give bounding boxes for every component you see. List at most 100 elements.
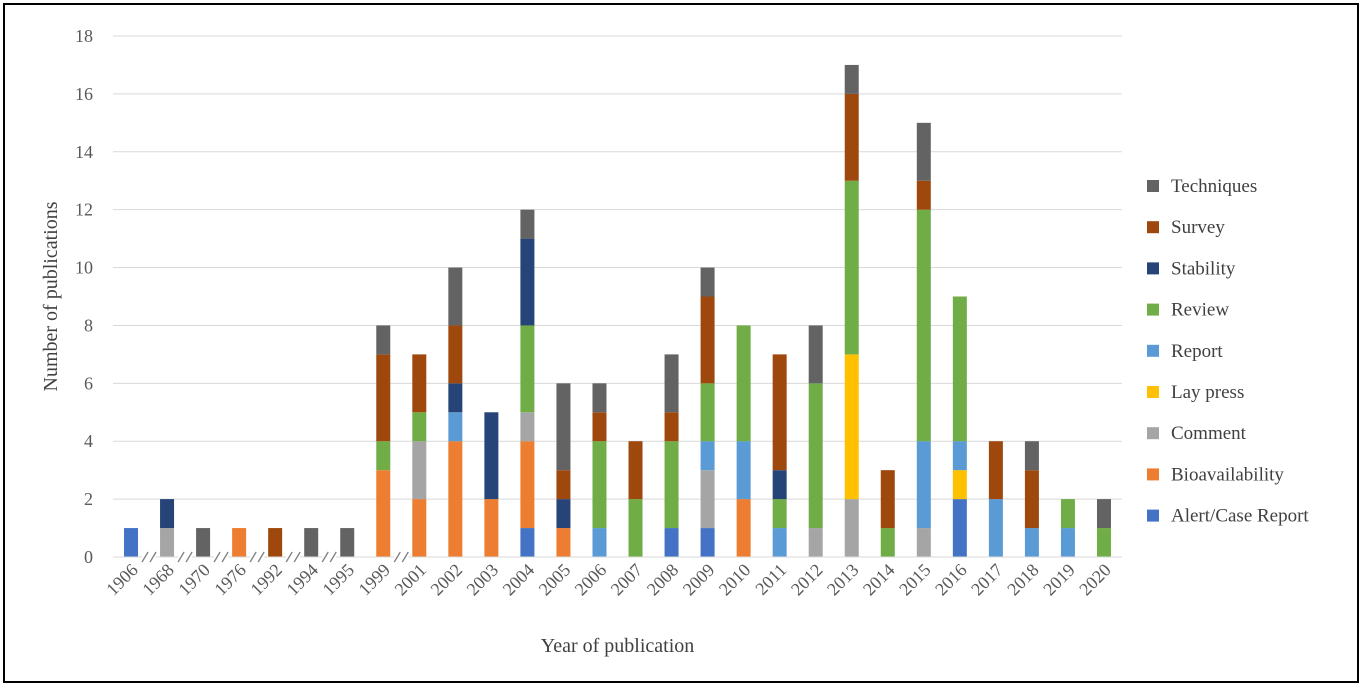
legend-item: Comment xyxy=(1147,423,1247,444)
legend-item: Stability xyxy=(1147,258,1236,279)
legend-label: Stability xyxy=(1171,258,1236,279)
x-tick-label: 1992 xyxy=(246,560,286,600)
legend-label: Lay press xyxy=(1171,382,1244,403)
bar-segment xyxy=(448,325,463,384)
bar-segment xyxy=(916,122,931,181)
bar-segment xyxy=(772,354,787,471)
axis-break-mark xyxy=(177,551,193,563)
x-tick-label: 2007 xyxy=(607,560,647,600)
legend-label: Review xyxy=(1171,300,1229,321)
bar-segment xyxy=(844,64,859,94)
bar-segment xyxy=(412,412,427,442)
bar-segment xyxy=(736,325,751,442)
legend: Techniques Survey Stability Review Report Lay… xyxy=(1147,176,1309,527)
legend-item: Lay press xyxy=(1147,382,1244,403)
bar-segment xyxy=(412,354,427,413)
x-tick-label: 2010 xyxy=(715,560,755,600)
bar-segment xyxy=(448,267,463,326)
legend-item: Report xyxy=(1147,341,1223,362)
bar-segment xyxy=(700,470,715,529)
bar-segment xyxy=(160,499,175,529)
bar-segment xyxy=(772,528,787,557)
bar-segment xyxy=(592,441,607,529)
bar-segment xyxy=(736,441,751,500)
bar-segment xyxy=(1060,499,1075,529)
x-tick-label: 1999 xyxy=(354,560,394,600)
bar-segment xyxy=(664,412,679,442)
legend-swatch xyxy=(1147,344,1159,357)
bar-segment xyxy=(196,528,211,557)
bar-segment xyxy=(844,180,859,355)
x-tick-label: 1976 xyxy=(210,560,250,600)
legend-label: Report xyxy=(1171,341,1223,362)
bar-segment xyxy=(592,528,607,557)
bar-segment xyxy=(880,528,895,557)
bar-segment xyxy=(556,383,571,471)
bar-segment xyxy=(520,209,535,239)
bar-segment xyxy=(556,470,571,500)
bar-segment xyxy=(376,470,391,557)
bar-segment xyxy=(412,441,427,500)
legend-swatch xyxy=(1147,468,1159,481)
legend-swatch xyxy=(1147,303,1159,316)
legend-swatch xyxy=(1147,262,1159,275)
bar-segment xyxy=(484,412,499,500)
bar-segment xyxy=(808,325,823,384)
bar-segment xyxy=(1024,528,1039,557)
bar-segment xyxy=(628,441,643,500)
legend-swatch xyxy=(1147,427,1159,440)
y-tick-label: 18 xyxy=(75,26,93,46)
axis-break-mark xyxy=(285,551,301,563)
bar-segment xyxy=(916,528,931,557)
bar-segment xyxy=(664,528,679,557)
axis-break-mark xyxy=(141,551,157,563)
legend-item: Bioavailability xyxy=(1147,464,1284,485)
y-tick-label: 2 xyxy=(84,489,93,509)
bar-segment xyxy=(1096,499,1111,529)
bar-segment xyxy=(1096,528,1111,557)
bar-segment xyxy=(700,528,715,557)
legend-item: Review xyxy=(1147,300,1229,321)
bar-segment xyxy=(844,93,859,181)
bar-segment xyxy=(268,528,283,557)
bar-segment xyxy=(448,412,463,442)
y-tick-label: 14 xyxy=(75,142,93,162)
axis-break-mark xyxy=(393,551,409,563)
x-tick-label: 2016 xyxy=(931,560,971,600)
bar-segment xyxy=(1024,470,1039,529)
bar-segment xyxy=(556,499,571,529)
x-tick-label: 2009 xyxy=(679,560,719,600)
x-tick-label: 2020 xyxy=(1075,560,1115,600)
bar-segment xyxy=(556,528,571,557)
bar-segment xyxy=(916,209,931,442)
x-tick-label: 2011 xyxy=(751,560,790,599)
bar-segment xyxy=(124,528,139,557)
bar-segment xyxy=(952,470,967,500)
bar-segment xyxy=(160,528,175,557)
x-tick-label: 2002 xyxy=(427,560,467,600)
y-tick-label: 6 xyxy=(84,373,93,393)
y-tick-label: 0 xyxy=(84,547,93,567)
bar-segment xyxy=(664,441,679,529)
legend-label: Survey xyxy=(1171,217,1225,238)
x-tick-label: 2013 xyxy=(823,560,863,600)
x-tick-label: 1968 xyxy=(138,560,178,600)
legend-label: Alert/Case Report xyxy=(1171,506,1309,527)
x-tick-label: 2015 xyxy=(895,560,935,600)
bar-segment xyxy=(1024,441,1039,471)
axis-break-marks xyxy=(141,551,409,563)
legend-label: Comment xyxy=(1171,423,1247,444)
bar-segment xyxy=(952,499,967,557)
bar-segment xyxy=(448,441,463,557)
bar-segment xyxy=(772,470,787,500)
bar-segment xyxy=(880,470,895,529)
bar-segment xyxy=(664,354,679,413)
x-axis-title: Year of publication xyxy=(541,635,695,657)
bar-segment xyxy=(304,528,319,557)
x-tick-label: 1906 xyxy=(102,560,142,600)
x-tick-label: 2017 xyxy=(967,560,1007,600)
x-tick-label: 2006 xyxy=(571,560,611,600)
bar-segment xyxy=(340,528,355,557)
bar-segment xyxy=(844,354,859,500)
